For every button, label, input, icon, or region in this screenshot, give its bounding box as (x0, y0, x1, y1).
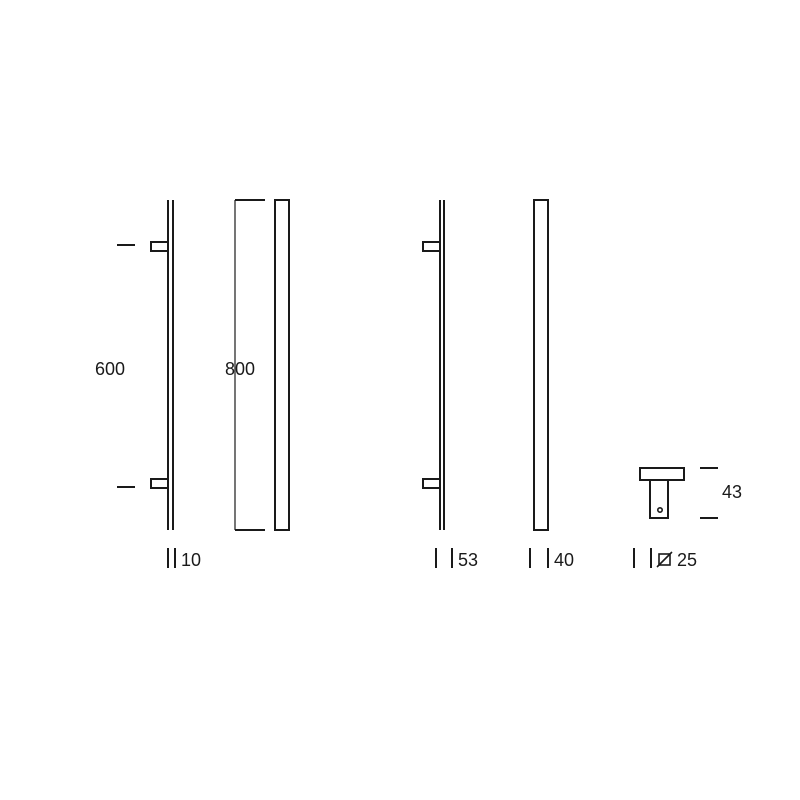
svg-text:600: 600 (95, 359, 125, 379)
svg-text:53: 53 (458, 550, 478, 570)
svg-text:10: 10 (181, 550, 201, 570)
svg-text:25: 25 (677, 550, 697, 570)
svg-text:800: 800 (225, 359, 255, 379)
svg-text:43: 43 (722, 482, 742, 502)
svg-text:40: 40 (554, 550, 574, 570)
